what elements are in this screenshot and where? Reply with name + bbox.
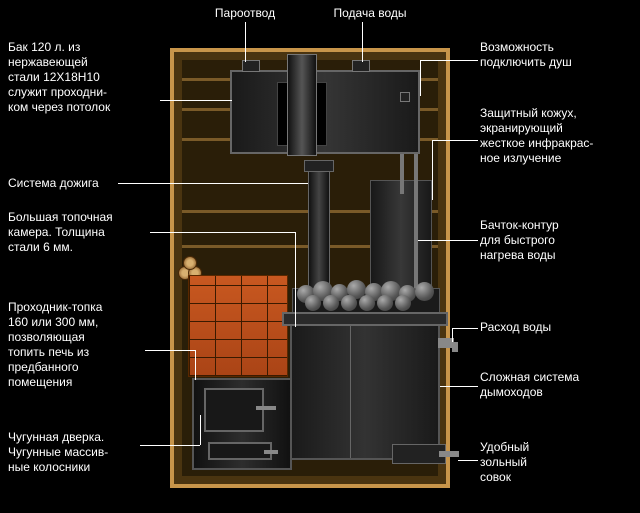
leader [440, 386, 478, 387]
leader [418, 240, 478, 241]
shield-casing [370, 180, 432, 290]
pipe-loop [400, 154, 404, 194]
firebox-door-handle [256, 406, 276, 410]
label-tunnel: Проходник-топка 160 или 300 мм, позволяю… [8, 300, 164, 390]
firebox-door [204, 388, 264, 432]
tank-port-water [352, 60, 370, 72]
leader [458, 460, 478, 461]
leader [200, 415, 201, 445]
water-tank [230, 70, 420, 154]
ash-scoop [392, 444, 446, 464]
leader [362, 22, 363, 62]
label-tank-loop: Бачток-контур для быстрого нагрева воды [480, 218, 635, 263]
leader [150, 232, 295, 233]
leader [295, 232, 296, 327]
chimney-cap [304, 160, 334, 172]
leader [452, 328, 453, 342]
tank-through-pipe [287, 54, 317, 156]
leader [452, 328, 478, 329]
chimney-sleeve [308, 170, 330, 290]
label-shower: Возможность подключить душ [480, 40, 635, 70]
leader [118, 183, 308, 184]
leader [140, 445, 200, 446]
leader [245, 22, 246, 62]
leader [160, 100, 232, 101]
label-flues: Сложная система дымоходов [480, 370, 635, 400]
label-firebox: Большая топочная камера. Толщина стали 6… [8, 210, 164, 255]
label-door: Чугунная дверка. Чугунные массив- ные ко… [8, 430, 164, 475]
brick-wall [188, 275, 288, 377]
label-water-supply: Подача воды [310, 6, 430, 21]
leader [195, 350, 196, 380]
leader [420, 60, 421, 96]
label-shield: Защитный кожух, экранирующий жесткое инф… [480, 106, 635, 166]
label-steam-outlet: Пароотвод [190, 6, 300, 21]
leader [432, 140, 478, 141]
stove-rim [282, 312, 448, 326]
label-tank: Бак 120 л. из нержавеющей стали 12Х18Н10… [8, 40, 164, 115]
leader [432, 140, 433, 200]
stove-body [290, 320, 440, 460]
tank-port-shower [400, 92, 410, 102]
ash-drawer [208, 442, 272, 460]
label-water-flow: Расход воды [480, 320, 635, 335]
label-scoop: Удобный зольный совок [480, 440, 635, 485]
leader [420, 60, 478, 61]
leader [145, 350, 195, 351]
firebox-extension [192, 378, 292, 470]
